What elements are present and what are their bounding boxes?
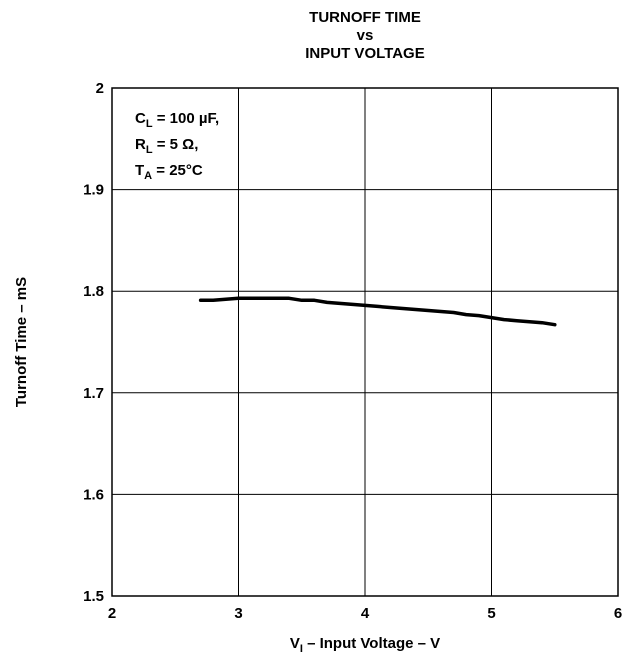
plot-frame — [111, 87, 619, 597]
y-tick-label: 1.9 — [83, 182, 104, 199]
x-tick-labels: 2 3 4 5 6 — [108, 605, 622, 622]
x-tick-label: 5 — [487, 605, 495, 622]
x-tick-label: 4 — [361, 605, 370, 622]
y-axis-label: Turnoff Time – mS — [13, 277, 30, 407]
condition-line: CL = 100 µF, — [135, 110, 219, 130]
chart-title-line: TURNOFF TIME — [309, 9, 421, 26]
condition-line: TA = 25°C — [135, 162, 203, 182]
chart-title-line: INPUT VOLTAGE — [305, 45, 424, 62]
x-tick-label: 6 — [614, 605, 622, 622]
condition-line: RL = 5 Ω, — [135, 136, 198, 156]
y-tick-label: 1.5 — [83, 588, 104, 605]
y-tick-label: 1.8 — [83, 283, 104, 300]
x-tick-label: 3 — [234, 605, 242, 622]
x-tick-label: 2 — [108, 605, 116, 622]
test-conditions: CL = 100 µF, RL = 5 Ω, TA = 25°C — [135, 110, 219, 182]
chart-title-line: vs — [357, 27, 374, 44]
y-tick-label: 2 — [96, 80, 104, 97]
y-tick-labels: 1.5 1.6 1.7 1.8 1.9 2 — [83, 80, 104, 605]
series-line — [198, 296, 557, 327]
grid — [112, 88, 618, 596]
y-tick-label: 1.7 — [83, 385, 104, 402]
y-tick-label: 1.6 — [83, 486, 104, 503]
x-axis-label: VI – Input Voltage – V — [290, 635, 440, 655]
